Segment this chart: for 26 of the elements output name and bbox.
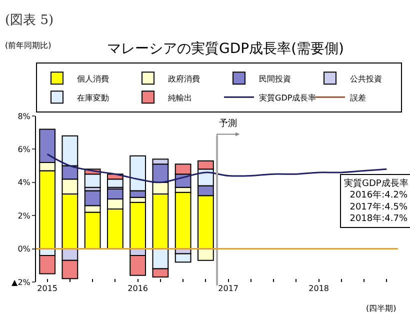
legend-label: 実質GDP成長率 [259, 93, 316, 102]
y-tick-label: 0% [18, 244, 31, 254]
annotation: 実質GDP成長率 2016年:4.2% 2017年:4.5% 2018年:4.7% [344, 178, 408, 224]
x-tick-label: 2017 [218, 284, 238, 293]
y-tick-label: 6% [18, 145, 31, 154]
x-axis-title: (四半期) [366, 304, 396, 313]
y-tick-label: 2% [18, 211, 31, 220]
legend-label: 純輸出 [168, 93, 192, 102]
chart-title: マレーシアの実質GDP成長率(需要側) [107, 40, 344, 57]
y-tick-label: ▲2% [12, 278, 31, 287]
x-tick-label: 2015 [37, 284, 58, 293]
legend-label: 政府消費 [168, 74, 200, 84]
text: (図表 5) [5, 13, 54, 28]
ref-line-label: 予測 [219, 118, 237, 129]
x-tick-label: 2018 [308, 284, 329, 293]
x-tick-label: 2016 [128, 284, 148, 293]
bar [174, 192, 192, 250]
y-tick-label: 8% [18, 112, 31, 121]
legend-label: 公共投資 [350, 74, 382, 84]
text: (前年同期比) [5, 41, 52, 50]
bar [174, 253, 192, 263]
y-tick-label: 4% [18, 178, 31, 188]
legend-label: 誤差 [350, 93, 366, 102]
legend-label: 在庫変動 [77, 93, 109, 102]
legend-label: 個人消費 [77, 74, 109, 84]
legend-label: 民間投資 [259, 74, 291, 84]
